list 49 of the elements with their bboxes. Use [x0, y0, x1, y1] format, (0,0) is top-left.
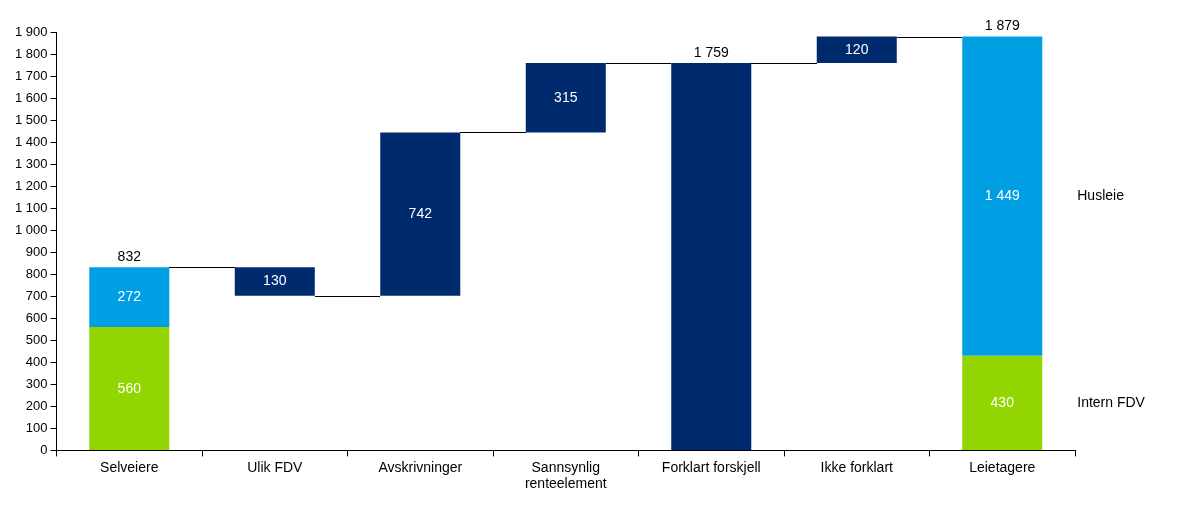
data-label: 1 449: [984, 187, 1020, 204]
y-tick-label: 1 100: [14, 199, 48, 215]
bar: [816, 36, 897, 64]
bar: [671, 63, 752, 450]
y-tick-label: 1 200: [14, 177, 48, 193]
bar: [962, 36, 1043, 356]
data-label: 430: [990, 393, 1015, 410]
text: Husleie: [1077, 187, 1125, 204]
y-tick-label: 800: [25, 265, 48, 281]
data-label: 120: [845, 40, 869, 57]
y-tick-label: 1 900: [14, 23, 48, 39]
y-tick-label: 1 600: [14, 89, 48, 105]
y-tick-label: 500: [25, 331, 48, 347]
y-tick-label: 1 000: [14, 221, 48, 237]
data-label: 742: [408, 204, 433, 221]
y-tick-label: 1 800: [14, 45, 48, 61]
bar: [962, 355, 1043, 450]
data-label: 272: [117, 287, 142, 304]
y-tick-label: 700: [25, 287, 48, 303]
x-tick-label: Leietagere: [969, 458, 1036, 475]
x-tick-label: Selveiere: [100, 458, 159, 475]
y-tick-label: 200: [25, 397, 48, 413]
y-tick-label: 1 700: [14, 67, 48, 83]
bar: [89, 327, 170, 450]
data-label: 560: [117, 379, 142, 396]
total-label: 832: [117, 248, 142, 265]
x-tick-label: Ulik FDV: [247, 458, 304, 475]
y-tick-label: 1 300: [14, 155, 48, 171]
bar: [89, 267, 170, 328]
y-tick-label: 1 500: [14, 111, 48, 127]
y-tick-label: 600: [25, 309, 48, 325]
bar: [234, 267, 315, 296]
y-tick-label: 1 400: [14, 133, 48, 149]
text: Intern FDV: [1077, 393, 1146, 410]
y-tick-label: 900: [25, 243, 48, 259]
x-tick-label: Avskrivninger: [378, 458, 463, 475]
x-tick-label: Sannsynlig renteelement: [524, 458, 607, 492]
x-tick-label: Forklart forskjell: [661, 458, 761, 475]
y-tick-label: 100: [25, 419, 48, 435]
y-tick-label: 400: [25, 353, 48, 369]
data-label: 130: [263, 272, 287, 289]
x-tick-label: Ikke forklart: [820, 458, 894, 475]
bar: [380, 132, 461, 296]
y-tick-label: 300: [25, 375, 48, 391]
y-tick-label: 0: [40, 441, 48, 457]
total-label: 1 879: [984, 17, 1020, 34]
total-label: 1 759: [693, 43, 729, 60]
bar: [525, 63, 606, 133]
data-label: 315: [554, 88, 578, 105]
